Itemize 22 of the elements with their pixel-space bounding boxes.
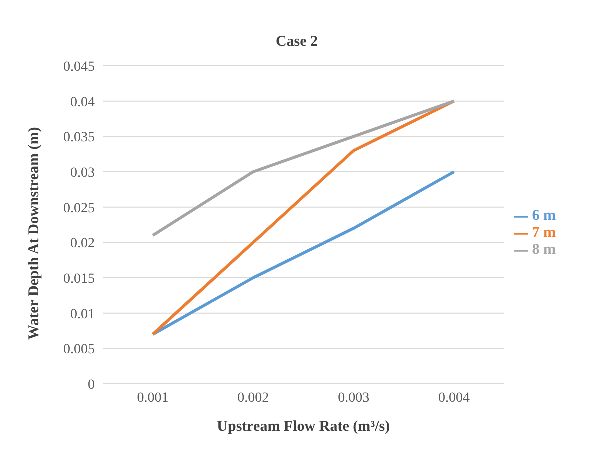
y-tick-label: 0.01 — [70, 307, 95, 322]
x-axis-title: Upstream Flow Rate (m³/s) — [217, 419, 390, 435]
y-tick-label: 0.015 — [64, 272, 95, 287]
x-tick-label: 0.004 — [438, 390, 470, 406]
y-tick-label: 0.02 — [70, 236, 95, 252]
line-series — [152, 100, 456, 238]
y-tick-label: 0 — [88, 378, 95, 393]
x-tick-label: 0.002 — [238, 390, 270, 406]
y-tick-label: 0.045 — [64, 60, 95, 75]
y-tick-label: 0.035 — [64, 130, 95, 146]
legend-label: 8 m — [532, 242, 556, 258]
x-tick-label: 0.003 — [338, 390, 370, 406]
y-tick-label: 0.03 — [70, 166, 95, 181]
legend-label: 6 m — [532, 208, 556, 224]
legend-label: 7 m — [532, 225, 556, 241]
y-tick-label: 0.025 — [64, 201, 95, 216]
chart-title: Case 2 — [274, 34, 320, 51]
line-series — [152, 170, 456, 336]
x-tick-label: 0.001 — [137, 390, 169, 406]
y-tick-label: 0.04 — [70, 95, 95, 110]
y-axis-title: Water Depth At Downstream (m) — [26, 127, 42, 340]
y-tick-label: 0.005 — [64, 342, 95, 358]
